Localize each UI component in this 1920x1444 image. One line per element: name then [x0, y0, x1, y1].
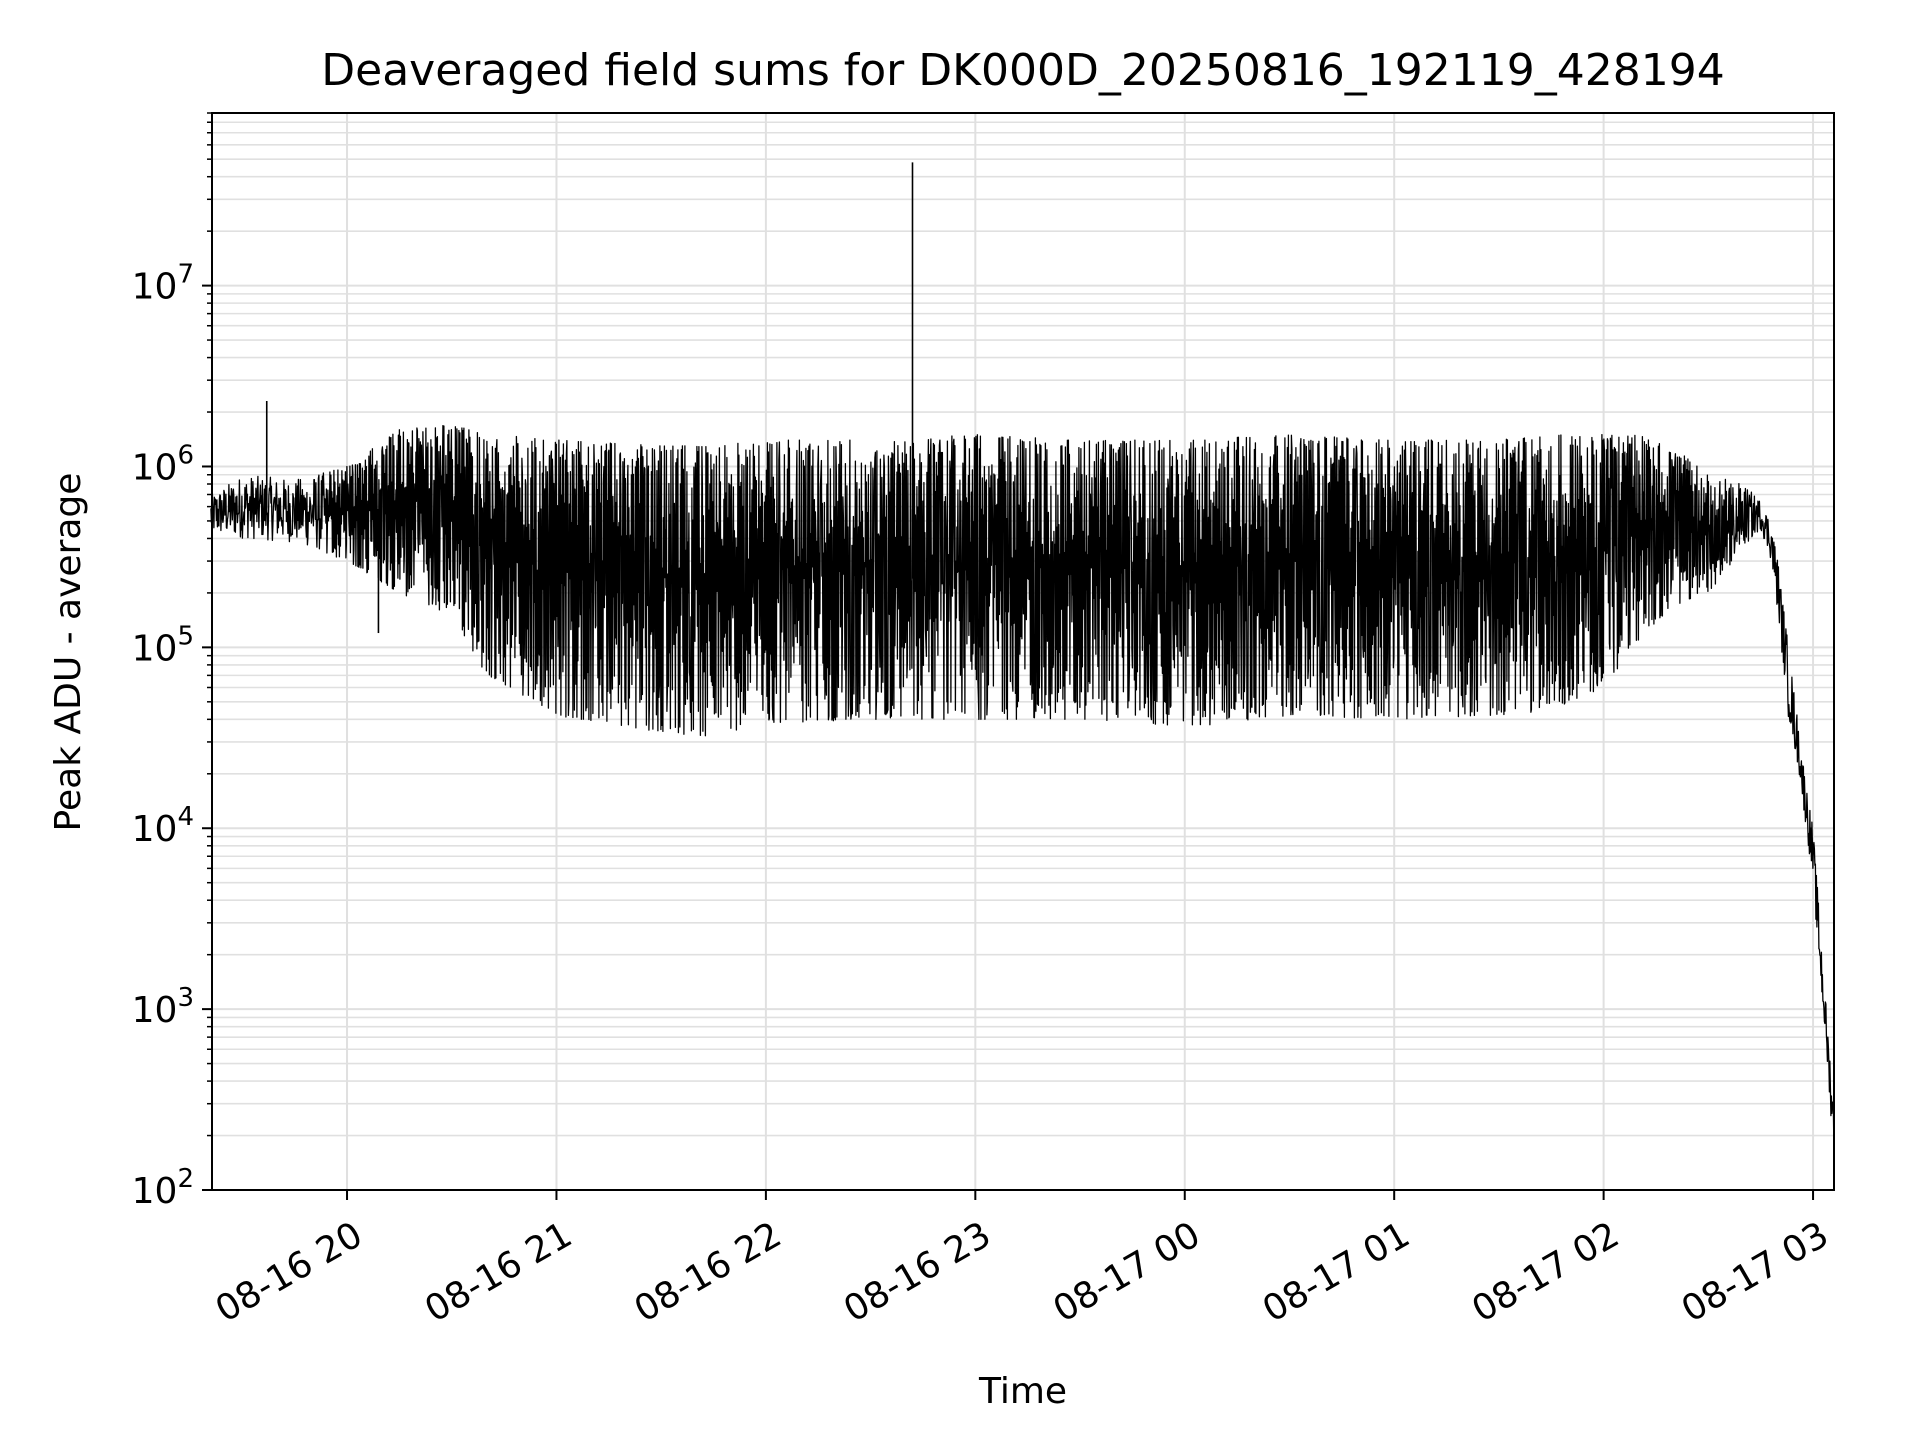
- y-tick-label-exponent: 6: [177, 440, 194, 470]
- y-tick-label-base: 10: [132, 1171, 178, 1212]
- chart-title: Deaveraged field sums for DK000D_2025081…: [321, 45, 1724, 96]
- x-axis-label: Time: [978, 1371, 1067, 1412]
- y-tick-label: 105: [132, 621, 194, 669]
- y-tick-label-base: 10: [132, 809, 178, 850]
- y-tick-label-exponent: 3: [177, 983, 194, 1013]
- y-tick-label-base: 10: [132, 447, 178, 488]
- y-tick-label: 103: [132, 983, 194, 1031]
- series-line: [210, 425, 1835, 1149]
- series-layer: [210, 162, 1835, 1149]
- y-tick-label: 107: [132, 260, 194, 308]
- y-tick-label-exponent: 2: [177, 1164, 194, 1194]
- y-tick-label: 104: [132, 802, 194, 850]
- y-tick-label-exponent: 5: [177, 621, 194, 651]
- y-tick-label-exponent: 7: [177, 260, 194, 290]
- y-axis-label: Peak ADU - average: [48, 473, 89, 832]
- y-tick-label-base: 10: [132, 267, 178, 308]
- y-tick-label: 106: [132, 440, 194, 488]
- plot-frame: [211, 112, 1835, 1191]
- y-tick-label: 102: [132, 1164, 194, 1212]
- y-tick-label-base: 10: [132, 628, 178, 669]
- y-tick-label-exponent: 4: [177, 802, 194, 832]
- y-tick-label-base: 10: [132, 990, 178, 1031]
- grid-minor: [212, 112, 1834, 1137]
